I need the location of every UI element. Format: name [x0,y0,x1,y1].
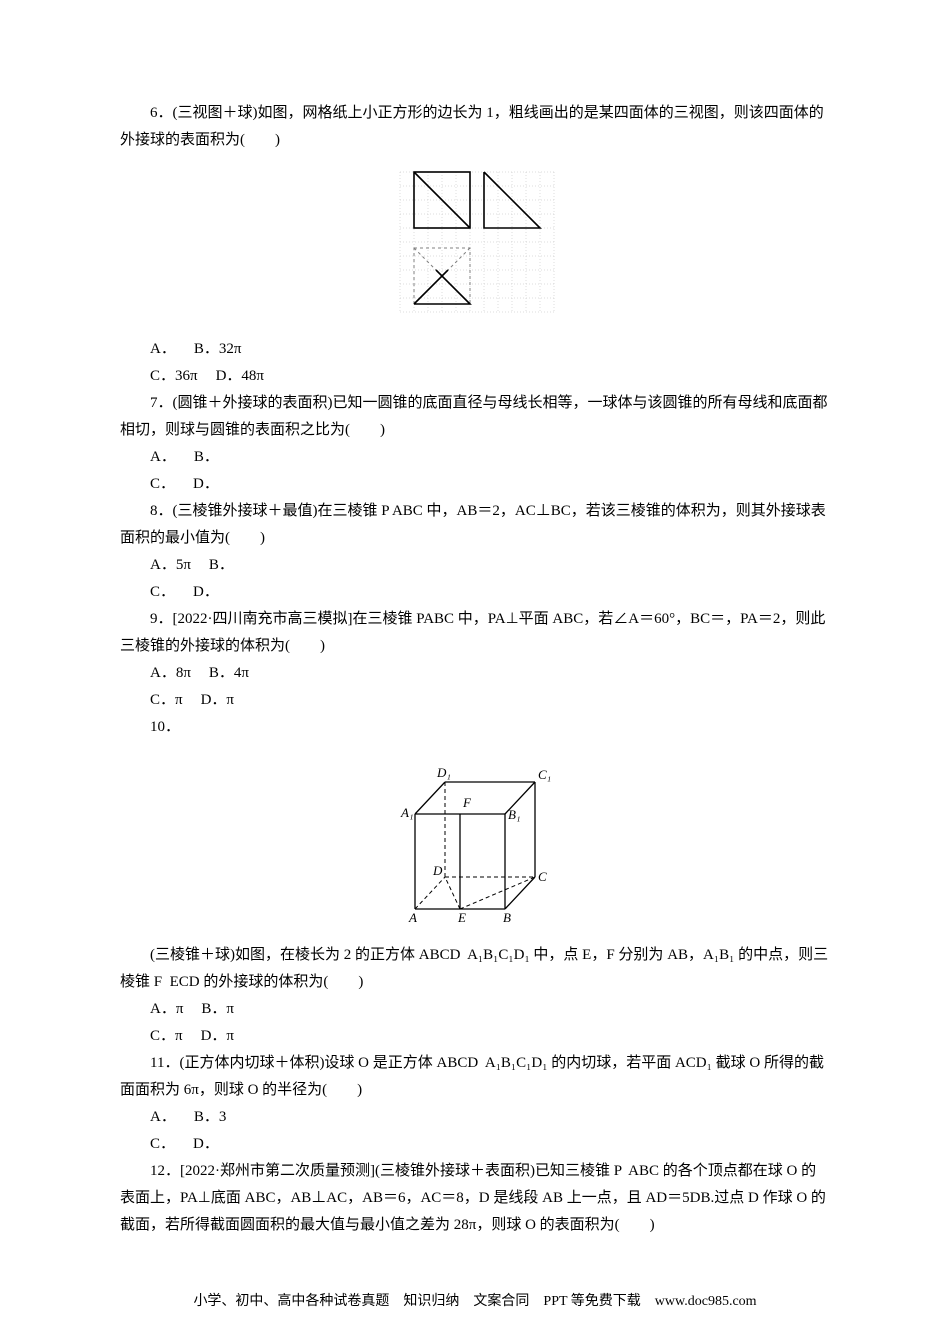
q9-opts-cd: C．πD．π [120,687,830,714]
q8-opts-cd: C．D． [120,579,830,606]
svg-text:A₁: A₁ [400,805,413,820]
q12-text: 12．[2022·郑州市第二次质量预测](三棱锥外接球＋表面积)已知三棱锥 P … [120,1158,830,1239]
q10-opts-cd: C．πD．π [120,1023,830,1050]
q10-text: (三棱锥＋球)如图，在棱长为 2 的正方体 ABCD ­ A₁B₁C₁D₁ 中，… [120,942,830,996]
q10-opts-ab: A．πB．π [120,996,830,1023]
q9-text: 9．[2022·四川南充市高三模拟]在三棱锥 PABC 中，PA⊥平面 ABC，… [120,606,830,660]
q10-num: 10． [120,714,830,741]
page-footer: 小学、初中、高中各种试卷真题 知识归纳 文案合同 PPT 等免费下载 www.d… [0,1289,950,1314]
q7-opts-ab: A．B． [120,444,830,471]
q11-opts-ab: A．B．3 [120,1104,830,1131]
svg-text:B₁: B₁ [508,807,520,822]
q8-text: 8．(三棱锥外接球＋最值)在三棱锥 P ­ABC 中，AB＝2，AC⊥BC，若该… [120,498,830,552]
svg-text:A: A [408,910,417,924]
q7-opts-cd: C．D． [120,471,830,498]
svg-text:E: E [457,910,466,924]
svg-text:C: C [538,869,547,884]
q10-figure: A B C D E F A₁ B₁ C₁ D₁ [120,749,830,934]
svg-text:D: D [432,863,443,878]
svg-text:B: B [503,910,511,924]
q9-opts-ab: A．8πB．4π [120,660,830,687]
q8-opts-ab: A．5πB． [120,552,830,579]
q7-text: 7．(圆锥＋外接球的表面积)已知一圆锥的底面直径与母线长相等，一球体与该圆锥的所… [120,390,830,444]
q11-opts-cd: C．D． [120,1131,830,1158]
q6-figure [120,162,830,328]
q6-opts-cd: C．36πD．48π [120,363,830,390]
svg-text:F: F [462,795,472,810]
q6-text: 6．(三视图＋球)如图，网格纸上小正方形的边长为 1，粗线画出的是某四面体的三视… [120,100,830,154]
svg-text:C₁: C₁ [538,767,551,782]
svg-text:D₁: D₁ [436,765,451,780]
q11-text: 11．(正方体内切球＋体积)设球 O 是正方体 ABCD ­ A₁B₁C₁D₁ … [120,1050,830,1104]
q6-opts-ab: A．B．32π [120,336,830,363]
